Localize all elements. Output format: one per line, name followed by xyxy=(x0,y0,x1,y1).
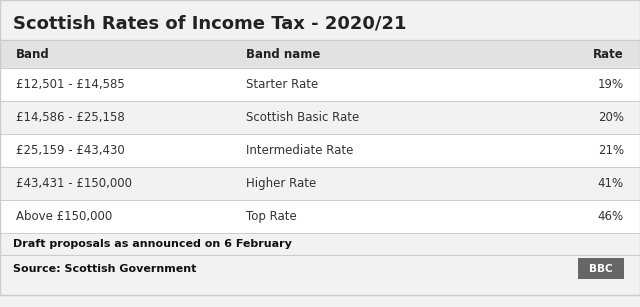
Bar xyxy=(0,101,640,134)
Bar xyxy=(578,258,624,279)
Text: Intermediate Rate: Intermediate Rate xyxy=(246,144,354,157)
Text: 20%: 20% xyxy=(598,111,624,124)
Text: £25,159 - £43,430: £25,159 - £43,430 xyxy=(16,144,125,157)
Text: 21%: 21% xyxy=(598,144,624,157)
Text: Source: Scottish Government: Source: Scottish Government xyxy=(13,263,196,274)
Text: 19%: 19% xyxy=(598,78,624,91)
Text: £14,586 - £25,158: £14,586 - £25,158 xyxy=(16,111,125,124)
Text: £43,431 - £150,000: £43,431 - £150,000 xyxy=(16,177,132,190)
Text: 41%: 41% xyxy=(598,177,624,190)
Text: Starter Rate: Starter Rate xyxy=(246,78,319,91)
Text: BBC: BBC xyxy=(589,263,612,274)
Text: Band name: Band name xyxy=(246,48,321,60)
Text: £12,501 - £14,585: £12,501 - £14,585 xyxy=(16,78,125,91)
Bar xyxy=(0,167,640,200)
Bar xyxy=(0,68,640,101)
Bar xyxy=(0,40,640,68)
Text: Draft proposals as announced on 6 February: Draft proposals as announced on 6 Februa… xyxy=(13,239,292,249)
Bar xyxy=(0,134,640,167)
Text: Scottish Basic Rate: Scottish Basic Rate xyxy=(246,111,360,124)
Text: Band: Band xyxy=(16,48,50,60)
Text: Scottish Rates of Income Tax - 2020/21: Scottish Rates of Income Tax - 2020/21 xyxy=(13,15,406,33)
Bar xyxy=(0,200,640,233)
Text: Rate: Rate xyxy=(593,48,624,60)
Text: Higher Rate: Higher Rate xyxy=(246,177,317,190)
Text: Top Rate: Top Rate xyxy=(246,210,297,223)
Text: 46%: 46% xyxy=(598,210,624,223)
Text: Above £150,000: Above £150,000 xyxy=(16,210,112,223)
